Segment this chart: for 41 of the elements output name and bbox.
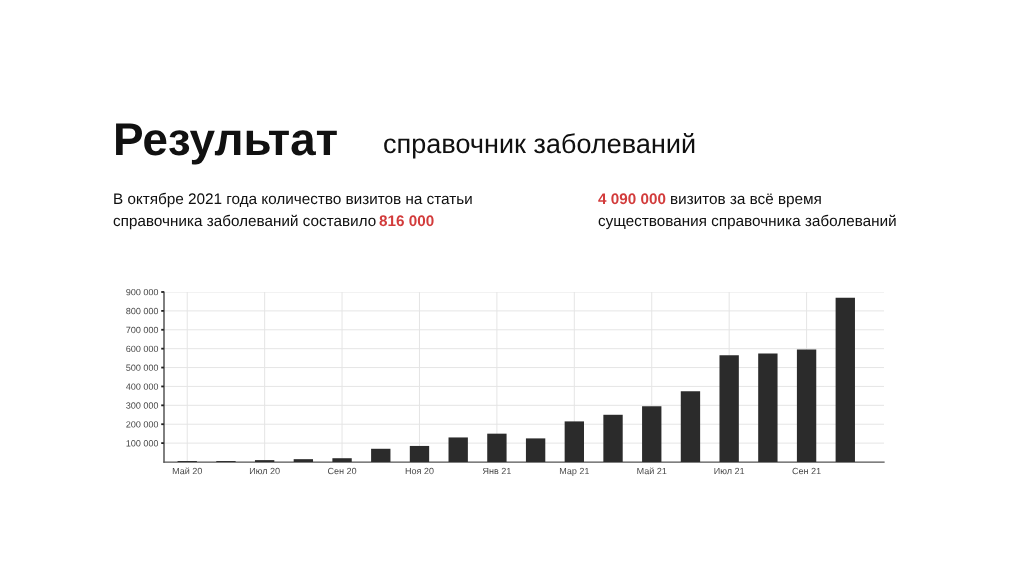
y-tick-label: 700 000 xyxy=(126,326,159,334)
chart-subtitle: справочник заболеваний xyxy=(384,132,695,159)
x-tick-label: Ноя 20 xyxy=(405,467,434,475)
bar xyxy=(409,445,430,462)
y-tick-label: 800 000 xyxy=(126,307,159,315)
text: справочника заболеваний составило xyxy=(113,214,376,230)
bar xyxy=(371,448,391,462)
text: 816 000 xyxy=(379,215,434,227)
y-tick-label: 500 000 xyxy=(126,364,159,371)
bar xyxy=(603,414,623,462)
x-tick-label: Мар 21 xyxy=(559,467,589,476)
chart-title: Результат xyxy=(116,123,337,165)
bar xyxy=(293,459,314,462)
x-tick-label: Июл 20 xyxy=(249,467,280,475)
bar xyxy=(758,353,778,462)
bar xyxy=(835,297,855,462)
x-tick-label: Май 20 xyxy=(172,467,202,475)
text: визитов за всё время xyxy=(671,193,821,208)
bar xyxy=(487,433,507,462)
bar xyxy=(719,355,739,462)
text: В октябре 2021 года количество визитов на статьи xyxy=(114,192,472,208)
x-tick-label: Янв 21 xyxy=(482,467,511,475)
x-tick-label: Июл 21 xyxy=(714,467,745,475)
x-tick-label: Сен 20 xyxy=(327,467,357,475)
bar xyxy=(448,437,468,462)
y-tick-label: 300 000 xyxy=(126,402,159,409)
text: существования справочника заболеваний xyxy=(598,214,896,230)
bar xyxy=(642,406,662,462)
y-tick-label: 600 000 xyxy=(126,345,159,353)
bar xyxy=(680,391,701,462)
bar xyxy=(332,458,352,462)
bar xyxy=(564,421,584,462)
y-tick-label: 200 000 xyxy=(126,421,159,428)
text: 4 090 000 xyxy=(598,193,666,205)
y-tick-label: 100 000 xyxy=(126,440,159,447)
x-tick-label: Сен 21 xyxy=(792,467,821,475)
bar xyxy=(796,349,817,462)
y-tick-label: 900 000 xyxy=(126,288,159,296)
y-tick-label: 400 000 xyxy=(126,383,159,390)
bar xyxy=(525,438,546,462)
x-tick-label: Май 21 xyxy=(637,467,667,475)
